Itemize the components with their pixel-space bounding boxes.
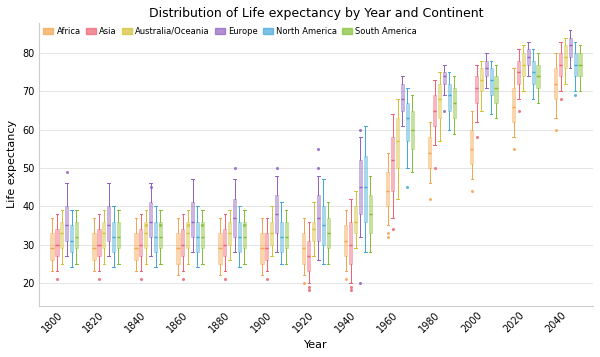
Bar	[536, 65, 540, 87]
Bar	[428, 137, 431, 168]
Bar	[65, 206, 68, 241]
Bar	[354, 206, 357, 233]
Bar	[494, 76, 498, 103]
Bar	[284, 222, 288, 248]
Bar	[176, 233, 179, 264]
Bar	[433, 95, 436, 126]
Bar	[218, 233, 221, 264]
Bar	[260, 233, 263, 264]
Bar	[364, 156, 367, 222]
Bar	[75, 222, 78, 248]
Bar	[559, 53, 562, 76]
Bar	[238, 222, 241, 252]
Bar	[191, 202, 194, 237]
Bar	[55, 229, 59, 256]
Bar	[242, 222, 246, 248]
Bar	[50, 233, 53, 260]
Bar	[349, 222, 352, 264]
Bar	[480, 69, 483, 91]
Bar	[149, 202, 152, 237]
Bar	[265, 233, 268, 260]
Bar	[102, 222, 106, 248]
Bar	[134, 233, 137, 260]
Bar	[322, 206, 325, 245]
Bar	[368, 195, 372, 233]
Bar	[144, 222, 148, 248]
Bar	[159, 222, 162, 248]
Bar	[60, 222, 64, 248]
X-axis label: Year: Year	[304, 340, 328, 350]
Bar	[326, 218, 330, 248]
Bar	[470, 130, 473, 164]
Bar	[186, 222, 190, 248]
Bar	[517, 61, 520, 84]
Legend: Africa, Asia, Australia/Oceania, Europe, North America, South America: Africa, Asia, Australia/Oceania, Europe,…	[43, 27, 417, 36]
Bar	[574, 53, 577, 76]
Bar	[448, 84, 451, 111]
Bar	[196, 222, 199, 252]
Title: Distribution of Life expectancy by Year and Continent: Distribution of Life expectancy by Year …	[149, 7, 483, 20]
Bar	[512, 87, 515, 122]
Bar	[70, 225, 73, 252]
Bar	[307, 241, 310, 271]
Bar	[522, 53, 525, 76]
Bar	[200, 222, 204, 248]
Bar	[391, 137, 394, 191]
Bar	[386, 172, 389, 206]
Bar	[92, 233, 95, 260]
Bar	[112, 222, 115, 252]
Bar	[438, 84, 441, 118]
Bar	[554, 69, 557, 99]
Bar	[228, 222, 232, 245]
Bar	[564, 45, 567, 69]
Bar	[532, 61, 535, 84]
Bar	[490, 69, 493, 95]
Bar	[410, 111, 414, 149]
Bar	[270, 222, 274, 245]
Bar	[359, 160, 362, 214]
Bar	[401, 84, 404, 111]
Bar	[527, 49, 530, 65]
Bar	[452, 87, 456, 118]
Bar	[485, 61, 488, 76]
Bar	[107, 206, 110, 241]
Bar	[312, 222, 315, 241]
Bar	[396, 118, 399, 168]
Bar	[223, 229, 226, 256]
Bar	[406, 103, 409, 141]
Bar	[181, 229, 184, 256]
Bar	[317, 195, 320, 241]
Bar	[569, 38, 572, 57]
Bar	[117, 222, 120, 248]
Bar	[475, 76, 478, 103]
Bar	[139, 229, 142, 256]
Bar	[578, 53, 582, 76]
Bar	[302, 233, 305, 264]
Bar	[275, 195, 278, 233]
Bar	[97, 229, 101, 256]
Bar	[154, 222, 157, 252]
Bar	[443, 72, 446, 84]
Bar	[233, 198, 236, 237]
Bar	[280, 222, 283, 252]
Y-axis label: Life expectancy: Life expectancy	[7, 120, 17, 208]
Bar	[344, 225, 347, 256]
